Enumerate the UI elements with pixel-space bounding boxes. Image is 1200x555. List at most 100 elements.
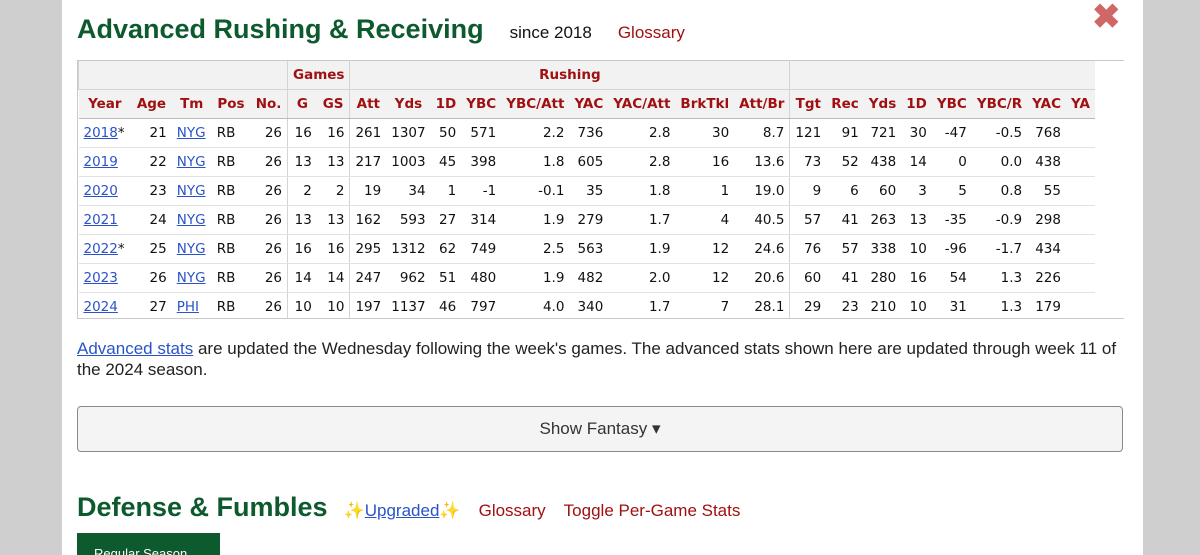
toggle-per-game-link[interactable]: Toggle Per-Game Stats (563, 501, 741, 520)
team-link[interactable]: NYG (176, 125, 206, 141)
cell-rybc: 5 (931, 176, 972, 206)
column-header[interactable]: YBC/Att (501, 89, 570, 119)
cell-no: 26 (250, 234, 289, 264)
column-header[interactable]: Year (78, 89, 132, 119)
team-link[interactable]: NYG (176, 183, 206, 199)
since-label: since 2018 (509, 23, 592, 42)
column-header[interactable]: 1D (901, 89, 932, 119)
cell-ybc: 749 (461, 234, 502, 264)
cell-ryds: 60 (863, 176, 902, 206)
over-header-blank (78, 61, 288, 90)
section2-title: Defense & Fumbles (77, 492, 328, 522)
show-fantasy-button[interactable]: Show Fantasy ▾ (77, 406, 1123, 452)
tab-regular-season[interactable]: Regular Season (77, 533, 220, 555)
cell-yds: 593 (386, 205, 431, 235)
column-header[interactable]: Att (349, 89, 387, 119)
year-link[interactable]: 2022 (83, 241, 118, 257)
cell-ryac: 226 (1027, 263, 1066, 293)
column-header[interactable]: YBC (461, 89, 502, 119)
cell-pos: RB (211, 147, 251, 177)
year-link[interactable]: 2024 (83, 299, 118, 315)
table-row: 2020 23 NYG RB 26 2 2 19 34 1 -1 -0.1 35 1.8 1 19.0 9 6 60… (78, 176, 1095, 206)
column-header[interactable]: 1D (430, 89, 462, 119)
team-link[interactable]: NYG (176, 241, 206, 257)
team-link[interactable]: NYG (176, 212, 206, 228)
cell-ryac: 179 (1027, 292, 1066, 318)
cell-att-br: 20.6 (734, 263, 791, 293)
column-header[interactable]: YBC/R (971, 89, 1028, 119)
table-row: 2018* 21 NYG RB 26 16 16 261 1307 50 571 2.2 736 2.8 3… (78, 118, 1095, 148)
column-header[interactable]: GS (316, 89, 351, 119)
advanced-stats-link[interactable]: Advanced stats (77, 339, 194, 358)
cell-age: 24 (131, 205, 172, 235)
glossary-link[interactable]: Glossary (617, 23, 685, 42)
column-header[interactable]: YA (1065, 89, 1095, 119)
year-link[interactable]: 2018 (83, 125, 118, 141)
table-body: 2018* 21 NYG RB 26 16 16 261 1307 50 571 2.2 736 2.8 3… (78, 118, 1095, 318)
over-header-receiving (789, 61, 1095, 90)
year-link[interactable]: 2019 (83, 154, 118, 170)
column-header[interactable]: YAC (1027, 89, 1066, 119)
year-link[interactable]: 2023 (83, 270, 118, 286)
cell-ybc-att: 1.9 (501, 205, 570, 235)
column-header[interactable]: Yds (863, 89, 902, 119)
cell-g: 13 (287, 147, 317, 177)
cell-rec: 6 (826, 176, 864, 206)
cell-tm: PHI (171, 292, 212, 318)
table-row: 2022* 25 NYG RB 26 16 16 295 1312 62 749 2.5 563 1.9 1… (78, 234, 1095, 264)
cell-ybc: 314 (461, 205, 502, 235)
cell-ryds: 210 (863, 292, 902, 318)
column-header[interactable]: Pos (211, 89, 251, 119)
team-link[interactable]: PHI (176, 299, 199, 315)
update-note-text: are updated the Wednesday following the … (77, 339, 1117, 379)
column-header[interactable]: BrkTkl (675, 89, 735, 119)
cell-att-br: 28.1 (734, 292, 791, 318)
cell-att: 162 (349, 205, 387, 235)
cell-rybc: -47 (931, 118, 972, 148)
cell-att: 217 (349, 147, 387, 177)
cell-year: 2023 (78, 263, 132, 293)
cell-tgt: 73 (789, 147, 827, 177)
section-title: Advanced Rushing & Receiving (77, 14, 484, 44)
column-header[interactable]: YBC (931, 89, 972, 119)
column-header[interactable]: YAC/Att (608, 89, 676, 119)
column-header[interactable]: Rec (826, 89, 864, 119)
cell-rybc: 54 (931, 263, 972, 293)
cell-tm: NYG (171, 205, 212, 235)
year-link[interactable]: 2021 (83, 212, 118, 228)
cell-rybc: 0 (931, 147, 972, 177)
upgraded-link[interactable]: Upgraded (364, 501, 440, 520)
cell-yds: 1137 (386, 292, 431, 318)
year-link[interactable]: 2020 (83, 183, 118, 199)
cell-yds: 1307 (386, 118, 431, 148)
column-header[interactable]: YAC (569, 89, 609, 119)
glossary-link-2[interactable]: Glossary (478, 501, 546, 520)
cell-gs: 10 (316, 292, 351, 318)
cell-yac-att: 1.8 (608, 176, 676, 206)
cell-rybc: 31 (931, 292, 972, 318)
column-header[interactable]: G (287, 89, 317, 119)
cell-att: 19 (349, 176, 387, 206)
close-icon[interactable]: ✖ (1092, 0, 1121, 36)
column-header[interactable]: No. (250, 89, 289, 119)
column-header[interactable]: Att/Br (734, 89, 791, 119)
team-link[interactable]: NYG (176, 154, 206, 170)
cell-tgt: 121 (789, 118, 827, 148)
cell-age: 26 (131, 263, 172, 293)
table-row: 2021 24 NYG RB 26 13 13 162 593 27 314 1.9 279 1.7 4 40… (78, 205, 1095, 235)
column-header[interactable]: Tgt (789, 89, 827, 119)
cell-g: 10 (287, 292, 317, 318)
cell-ryds: 263 (863, 205, 902, 235)
cell-ybc-att: 1.9 (501, 263, 570, 293)
cell-ryac: 298 (1027, 205, 1066, 235)
cell-overflow (1065, 292, 1095, 318)
section2-header: Defense & Fumbles ✨Upgraded✨ Glossary To… (77, 492, 740, 523)
cell-rfd: 13 (901, 205, 932, 235)
team-link[interactable]: NYG (176, 270, 206, 286)
column-header[interactable]: Yds (386, 89, 431, 119)
stats-table-container[interactable]: Games Rushing Year Age Tm Pos No. G GS Att Yds 1D… (77, 60, 1124, 319)
cell-no: 26 (250, 147, 289, 177)
column-header[interactable]: Tm (171, 89, 212, 119)
advanced-rushing-table: Games Rushing Year Age Tm Pos No. G GS Att Yds 1D… (78, 61, 1095, 318)
column-header[interactable]: Age (131, 89, 172, 119)
